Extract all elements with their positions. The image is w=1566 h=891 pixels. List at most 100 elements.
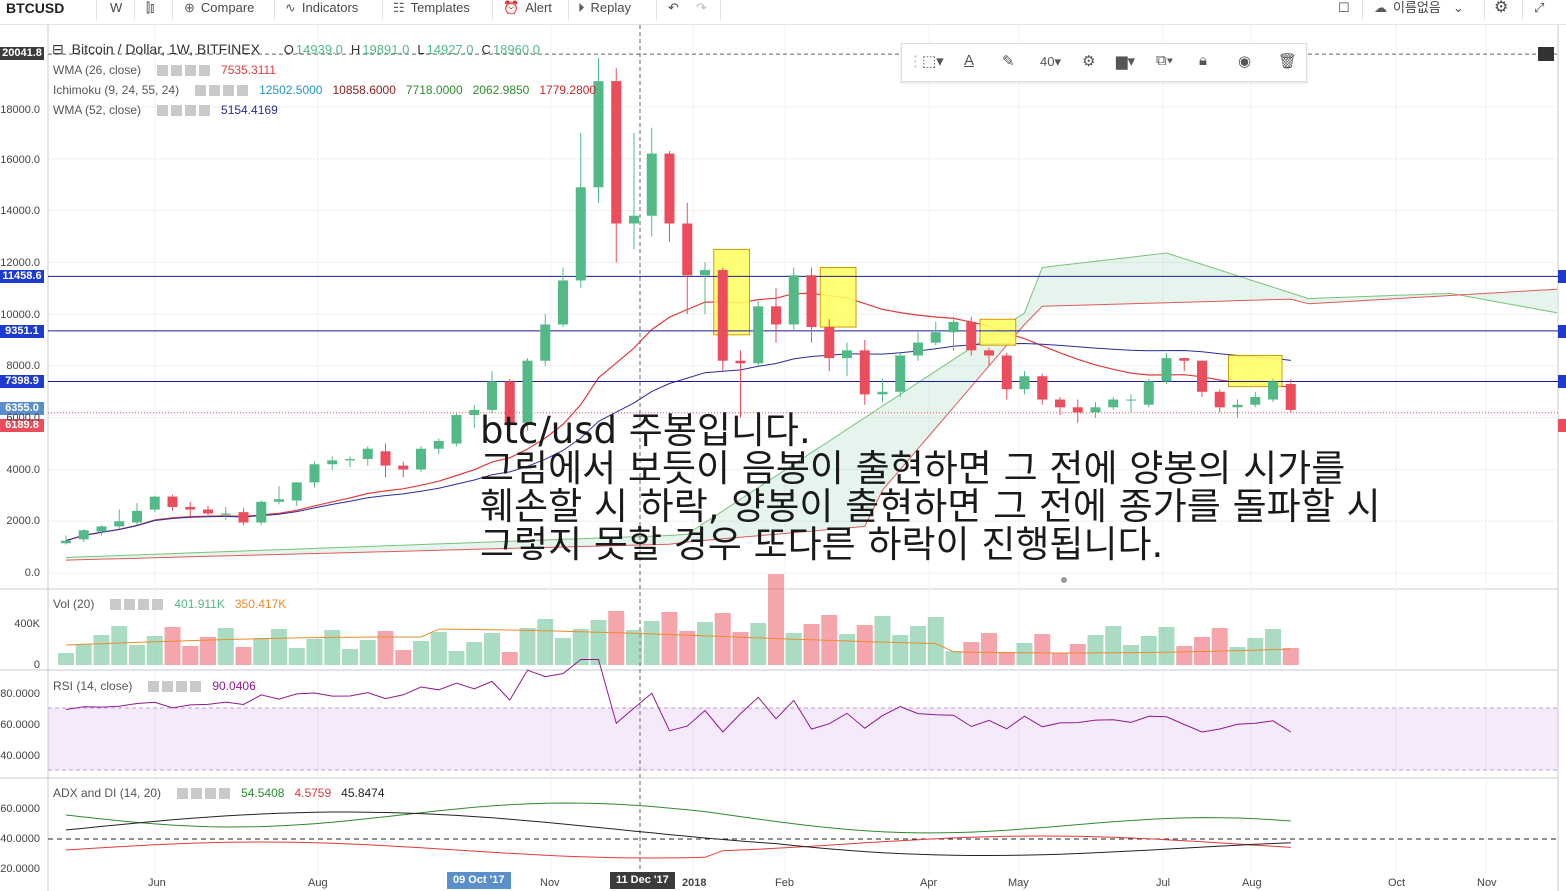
line-color-button[interactable]: ✎: [1002, 52, 1015, 70]
volume-bar: [359, 640, 376, 665]
volume-bar: [572, 629, 589, 665]
settings-button[interactable]: ⚙: [1494, 0, 1508, 18]
volume-bar: [537, 619, 554, 665]
layout-button[interactable]: ☐: [1338, 0, 1350, 18]
price-chart[interactable]: [0, 25, 1566, 891]
indicator-buttons[interactable]: [148, 681, 205, 693]
symbol-search-button[interactable]: BTCUSD: [6, 0, 65, 16]
annotation-text[interactable]: btc/usd 주봉입니다. 그림에서 보듯이 음봉이 출현하면 그 전에 양봉…: [480, 412, 1381, 564]
x-tick: Aug: [1242, 877, 1262, 889]
replay-label: Replay: [590, 0, 631, 15]
text-anchor-handle: [1061, 577, 1067, 583]
candle-body: [274, 499, 284, 502]
indicators-button[interactable]: ∿ Indicators: [285, 0, 358, 18]
drag-handle-icon[interactable]: ⋮: [908, 53, 923, 70]
undo-button[interactable]: ↶: [668, 0, 679, 18]
delete-button[interactable]: 🗑︎: [1278, 52, 1297, 70]
highlight-box: [819, 267, 857, 328]
y-tick: 16000.0: [0, 154, 40, 166]
settings-button[interactable]: ⚙: [1082, 52, 1095, 70]
volume-bar: [1105, 626, 1122, 665]
candle-body: [238, 512, 249, 523]
toolbar-divider: [656, 0, 657, 20]
volume-bar: [963, 642, 980, 665]
fullscreen-icon: ⤢: [1534, 0, 1545, 15]
toolbar-divider: [274, 0, 275, 20]
visual-order-button[interactable]: ▆▾: [1116, 52, 1135, 70]
volume-bar: [927, 617, 944, 665]
alert-button[interactable]: ⏰ Alert: [503, 0, 552, 18]
alarm-clock-icon: ⏰: [503, 0, 520, 15]
volume-bar: [856, 625, 873, 665]
templates-button[interactable]: ☷ Templates: [393, 0, 470, 18]
volume-bar: [661, 612, 678, 665]
compare-button[interactable]: ⊕ Compare: [184, 0, 254, 18]
candle-body: [611, 81, 622, 224]
replay-button[interactable]: ⏵ Replay: [578, 0, 631, 18]
volume-bar: [1176, 646, 1193, 665]
volume-bar: [1211, 628, 1228, 665]
x-badge-marker: 09 Oct '17: [447, 872, 511, 889]
volume-bar: [484, 633, 500, 665]
candle-body: [309, 464, 320, 483]
x-tick: Apr: [920, 877, 938, 889]
chart-type-button[interactable]: ⫿⫾: [146, 0, 154, 18]
gear-icon: ⚙: [1494, 0, 1509, 16]
volume-bar: [1034, 634, 1051, 665]
indicator-buttons[interactable]: [177, 788, 234, 800]
indicator-buttons[interactable]: [110, 599, 167, 611]
cloud-icon: ☁: [1374, 0, 1387, 15]
candle-body: [1108, 399, 1119, 408]
volume-bar: [448, 651, 465, 665]
gear-icon: ⚙: [1082, 53, 1096, 70]
volume-bar: [1247, 638, 1264, 665]
volume-bar: [377, 631, 394, 665]
hide-button[interactable]: ◉: [1238, 52, 1251, 70]
font-size-button[interactable]: 40▾: [1040, 54, 1061, 69]
replay-icon: ⏵: [578, 0, 585, 15]
y-tick: 10000.0: [0, 309, 40, 321]
volume-bar: [342, 649, 358, 665]
interval-button[interactable]: W: [110, 0, 123, 15]
indicator-buttons[interactable]: [157, 105, 214, 117]
volume-bar: [910, 626, 926, 665]
candle-body: [203, 509, 213, 514]
candle-body: [646, 153, 657, 216]
candle-body: [96, 526, 107, 532]
price-tag-crosshair: 20041.8: [0, 47, 44, 60]
volume-legend: Vol (20) 401.911K 350.417K: [53, 597, 287, 611]
candle-body: [593, 81, 604, 188]
volume-bar: [1158, 627, 1175, 665]
lock-button[interactable]: 🔒︎: [1199, 52, 1207, 69]
fullscreen-button[interactable]: ⤢: [1534, 0, 1544, 18]
volume-bar: [555, 638, 571, 665]
indicator-buttons[interactable]: [157, 65, 214, 77]
volume-bar: [182, 646, 199, 665]
volume-bar: [697, 622, 713, 665]
rsi-band: [48, 708, 1558, 770]
candle-body: [1072, 407, 1083, 413]
candle-body: [416, 448, 426, 470]
collapse-icon[interactable]: ⊟: [52, 41, 64, 57]
ichimoku-span-b: [65, 288, 1558, 561]
redo-button[interactable]: ↷: [696, 0, 707, 18]
clone-button[interactable]: ⧉▾: [1156, 52, 1173, 69]
volume-bar: [1265, 629, 1281, 665]
right-marker: [1558, 325, 1566, 338]
volume-bar: [519, 628, 536, 665]
indicator-buttons[interactable]: [195, 85, 252, 97]
volume-bar: [430, 632, 447, 665]
adx-line: [65, 811, 1291, 856]
compare-label: Compare: [200, 0, 255, 15]
volume-bar: [200, 637, 216, 665]
toolbar-divider: [1522, 0, 1523, 20]
volume-bar: [217, 628, 234, 665]
x-tick: Aug: [308, 877, 328, 889]
candle-body: [540, 324, 551, 361]
layout-name-button[interactable]: ☁ 이름없음 ⌄: [1374, 0, 1464, 18]
volume-bar: [164, 627, 181, 665]
line-style-button[interactable]: ⬚▾: [922, 52, 944, 70]
text-color-button[interactable]: A: [964, 52, 974, 69]
candle-body: [735, 360, 746, 364]
y-tick: 12000.0: [0, 257, 40, 269]
